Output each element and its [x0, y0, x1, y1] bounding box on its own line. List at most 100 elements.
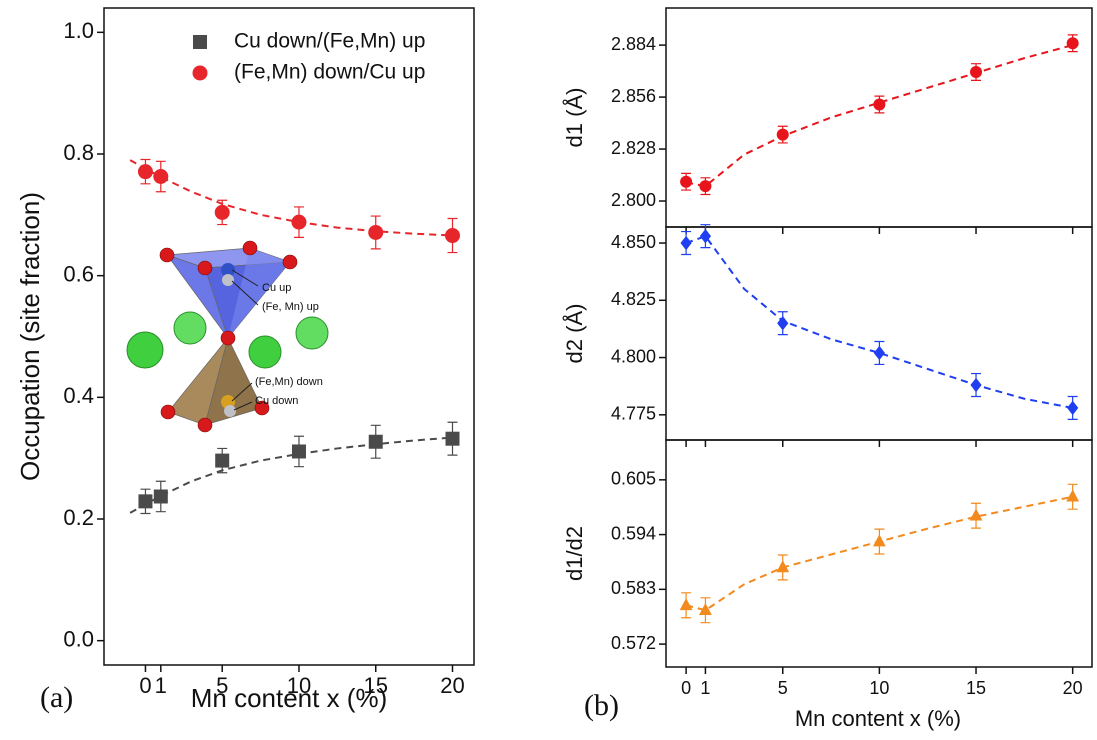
marker: [679, 598, 693, 611]
y-tick-label: 2.856: [611, 86, 656, 106]
annotation: Cu up: [262, 282, 291, 294]
marker: [445, 431, 460, 446]
y-axis-label: d1 (Å): [562, 88, 587, 148]
x-axis-label: Mn content x (%): [191, 683, 388, 713]
polyhedron-face: [204, 336, 263, 426]
marker: [291, 444, 306, 459]
legend-marker: [193, 35, 207, 49]
marker: [1066, 37, 1079, 50]
annotation: (Fe,Mn) down: [255, 376, 323, 388]
marker: [699, 180, 712, 193]
y-tick-label: 4.825: [611, 289, 656, 309]
y-axis-label: d2 (Å): [562, 304, 587, 364]
atom: [224, 405, 236, 417]
marker: [1067, 400, 1079, 416]
x-tick-label: 10: [287, 673, 311, 698]
y-tick-label: 2.828: [611, 138, 656, 158]
x-tick-label: 5: [216, 673, 228, 698]
marker: [153, 169, 169, 185]
annotation: Cu down: [255, 395, 298, 407]
marker: [138, 494, 153, 509]
fit-line: [129, 159, 453, 237]
marker: [872, 534, 886, 547]
marker: [215, 453, 230, 468]
y-tick-label: 0.2: [63, 505, 94, 530]
atom: [159, 247, 175, 263]
polyhedron-face: [228, 248, 290, 338]
pointer: [233, 401, 253, 411]
annotation: (Fe, Mn) up: [262, 301, 319, 313]
x-tick-label: 1: [155, 673, 167, 698]
pointer: [231, 280, 259, 306]
x-tick-label: 1: [700, 678, 710, 698]
panel-label: (a): [40, 681, 73, 714]
panel-label: (b): [584, 689, 619, 722]
marker: [153, 489, 168, 504]
fit-line: [685, 44, 1073, 188]
atom: [282, 254, 298, 270]
y-axis-label: Occupation (site fraction): [15, 192, 45, 481]
marker: [214, 204, 230, 220]
x-tick-label: 10: [869, 678, 889, 698]
marker: [680, 175, 693, 188]
marker: [680, 235, 692, 251]
x-tick-label: 0: [681, 678, 691, 698]
y-tick-label: 0.572: [611, 633, 656, 653]
marker: [970, 377, 982, 393]
x-tick-label: 15: [364, 673, 388, 698]
plot-frame: [103, 7, 475, 666]
marker: [445, 228, 461, 244]
atom: [295, 316, 329, 350]
y-tick-label: 0.605: [611, 469, 656, 489]
marker: [777, 315, 789, 331]
x-tick-label: 20: [440, 673, 464, 698]
marker: [137, 164, 153, 180]
legend-label: Cu down/(Fe,Mn) up: [234, 30, 425, 53]
plot-frame: [665, 7, 1093, 228]
x-axis-label: Mn content x (%): [795, 706, 961, 731]
x-tick-label: 15: [966, 678, 986, 698]
y-tick-label: 0.8: [63, 140, 94, 165]
atom: [220, 330, 236, 346]
atom: [126, 331, 164, 369]
marker: [1066, 489, 1080, 502]
fit-line: [685, 495, 1073, 612]
atom: [197, 417, 213, 433]
y-tick-label: 4.775: [611, 404, 656, 424]
atom: [222, 274, 234, 286]
legend-marker: [192, 65, 208, 81]
atom: [160, 404, 176, 420]
fit-line: [129, 436, 453, 514]
y-tick-label: 4.800: [611, 346, 656, 366]
fit-line: [685, 234, 1073, 409]
plot-frame: [665, 226, 1093, 441]
y-tick-label: 2.884: [611, 34, 656, 54]
marker: [291, 214, 307, 230]
y-tick-label: 0.0: [63, 626, 94, 651]
y-tick-label: 1.0: [63, 18, 94, 43]
y-tick-label: 0.6: [63, 261, 94, 286]
pointer: [231, 269, 259, 287]
marker: [873, 345, 885, 361]
y-tick-label: 4.850: [611, 232, 656, 252]
marker: [970, 66, 983, 79]
y-tick-label: 0.594: [611, 523, 656, 543]
atom: [221, 263, 235, 277]
marker: [969, 508, 983, 521]
marker: [776, 128, 789, 141]
inset-structure: Cu up (Fe, Mn) up (Fe,Mn) down Cu down: [126, 240, 329, 433]
marker: [368, 224, 384, 240]
marker: [873, 98, 886, 111]
y-axis-label: d1/d2: [562, 526, 587, 581]
x-tick-label: 5: [778, 678, 788, 698]
legend-label: (Fe,Mn) down/Cu up: [234, 61, 425, 84]
marker: [776, 560, 790, 573]
atom: [248, 335, 282, 369]
x-tick-label: 0: [139, 673, 151, 698]
x-tick-label: 20: [1063, 678, 1083, 698]
pointer: [231, 382, 253, 402]
marker: [699, 603, 712, 616]
atom: [173, 311, 207, 345]
atom: [254, 400, 270, 416]
